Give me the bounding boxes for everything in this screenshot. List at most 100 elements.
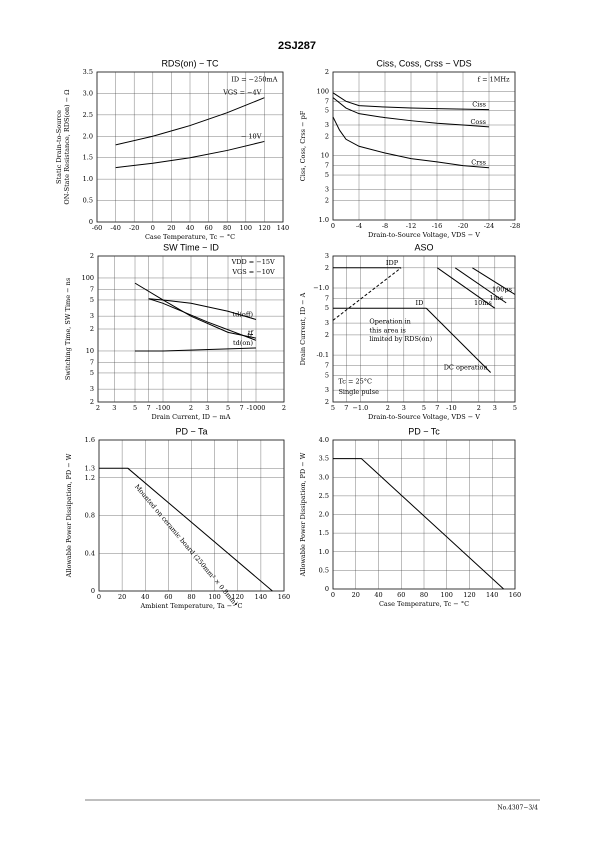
y-tick-label: 3.0 bbox=[319, 473, 329, 481]
x-tick-label: 7 bbox=[435, 404, 439, 412]
x-tick-label: 80 bbox=[223, 224, 231, 232]
x-tick-label: 3 bbox=[205, 404, 209, 412]
curve bbox=[425, 307, 492, 373]
y-tick-label: 0.8 bbox=[85, 512, 95, 520]
curve-label: td(on) bbox=[233, 339, 253, 347]
y-tick-label: 2 bbox=[325, 197, 329, 205]
y-axis-label: Ciss, Coss, Crss − pF bbox=[299, 110, 307, 181]
curve-label: 1ms bbox=[490, 294, 504, 302]
y-tick-label: 2 bbox=[90, 325, 94, 333]
y-tick-label: 1.6 bbox=[85, 436, 95, 444]
x-tick-label: 7 bbox=[240, 404, 244, 412]
y-tick-label: 2 bbox=[90, 398, 94, 406]
footer-text: No.4307−3/4 bbox=[497, 805, 538, 812]
x-tick-label: 5 bbox=[331, 404, 335, 412]
y-tick-label: 2 bbox=[325, 398, 329, 406]
annotation: Mounted on ceramic board (250mm² × 0.8mm… bbox=[133, 483, 240, 608]
chart-title: RDS(on) − TC bbox=[161, 58, 219, 68]
annotation: Single pulse bbox=[338, 388, 379, 396]
x-tick-label: 40 bbox=[141, 593, 149, 601]
y-tick-label: 1.5 bbox=[83, 154, 93, 162]
y-tick-label: 0 bbox=[89, 218, 93, 226]
x-tick-label: 100 bbox=[240, 224, 252, 232]
annotation: Operation in bbox=[369, 318, 410, 326]
x-tick-label: -8 bbox=[382, 222, 388, 230]
x-tick-label: 2 bbox=[189, 404, 193, 412]
x-tick-label: 120 bbox=[258, 224, 270, 232]
y-tick-label: -0.1 bbox=[316, 351, 329, 359]
chart-title: SW Time − ID bbox=[163, 242, 219, 252]
x-tick-label: 100 bbox=[208, 593, 220, 601]
x-tick-label: -100 bbox=[156, 404, 171, 412]
y-tick-label: 7 bbox=[90, 285, 94, 293]
x-tick-label: 3 bbox=[493, 404, 497, 412]
y-tick-label: 1.0 bbox=[319, 216, 329, 224]
x-tick-label: 0 bbox=[331, 222, 335, 230]
y-tick-label: 5 bbox=[90, 369, 94, 377]
x-tick-label: -40 bbox=[110, 224, 120, 232]
page-title: 2SJ287 bbox=[278, 40, 316, 52]
plot-frame bbox=[332, 71, 516, 221]
y-tick-label: 4.0 bbox=[319, 436, 329, 444]
y-tick-label: 3.0 bbox=[83, 89, 93, 97]
curve-label: td(off) bbox=[233, 310, 254, 318]
y-tick-label: 2 bbox=[325, 68, 329, 76]
y-axis-label: Static Drain-to-Source bbox=[55, 110, 63, 184]
y-tick-label: 2 bbox=[325, 331, 329, 339]
x-tick-label: 60 bbox=[204, 224, 212, 232]
x-tick-label: 40 bbox=[186, 224, 194, 232]
chart-title: PD − Ta bbox=[175, 426, 207, 436]
x-tick-label: 20 bbox=[167, 224, 175, 232]
curve bbox=[332, 97, 490, 128]
curve bbox=[472, 267, 516, 295]
x-tick-label: 5 bbox=[226, 404, 230, 412]
x-tick-label: 5 bbox=[513, 404, 517, 412]
y-tick-label: 3 bbox=[325, 185, 329, 193]
x-tick-label: 160 bbox=[509, 591, 521, 599]
curve-label: 100μs bbox=[492, 286, 512, 294]
y-tick-label: 1.0 bbox=[83, 175, 93, 183]
annotation: Tc = 25°C bbox=[338, 378, 372, 386]
y-axis-label: ON-State Resistance, RDS(on) − Ω bbox=[63, 89, 71, 204]
x-tick-label: 120 bbox=[232, 593, 244, 601]
x-tick-label: 140 bbox=[486, 591, 498, 599]
x-tick-label: 2 bbox=[477, 404, 481, 412]
annotation: VGS = −10V bbox=[231, 268, 275, 276]
y-tick-label: 2 bbox=[325, 132, 329, 140]
y-tick-label: 2.0 bbox=[319, 511, 329, 519]
y-tick-label: 7 bbox=[90, 358, 94, 366]
curve bbox=[332, 267, 402, 321]
y-tick-label: 5 bbox=[325, 371, 329, 379]
x-tick-label: 0 bbox=[97, 593, 101, 601]
y-tick-label: 0.5 bbox=[319, 566, 329, 574]
chart-title: Ciss, Coss, Crss − VDS bbox=[376, 58, 471, 68]
curve-label: Crss bbox=[471, 159, 486, 167]
x-tick-label: -10 bbox=[446, 404, 456, 412]
x-tick-label: 2 bbox=[282, 404, 286, 412]
x-tick-label: 100 bbox=[441, 591, 453, 599]
y-tick-label: 100 bbox=[317, 87, 329, 95]
x-tick-label: -4 bbox=[356, 222, 362, 230]
y-axis-label: Switching Time, SW Time − ns bbox=[64, 278, 72, 380]
x-tick-label: -60 bbox=[92, 224, 102, 232]
y-tick-label: 5 bbox=[325, 171, 329, 179]
y-axis-label: Allowable Power Dissipation, PD − W bbox=[299, 452, 307, 577]
curve bbox=[115, 97, 265, 146]
curve bbox=[332, 116, 490, 169]
x-tick-label: 20 bbox=[352, 591, 360, 599]
curve-label: ID bbox=[416, 299, 424, 307]
curve bbox=[333, 458, 504, 590]
x-tick-label: 60 bbox=[164, 593, 172, 601]
y-tick-label: −1.0 bbox=[313, 284, 329, 292]
x-tick-label: 5 bbox=[133, 404, 137, 412]
y-axis-label: Allowable Power Dissipation, PD − W bbox=[65, 453, 73, 578]
annotation: f = 1MHz bbox=[478, 75, 510, 83]
x-tick-label: 140 bbox=[255, 593, 267, 601]
y-tick-label: 3 bbox=[90, 385, 94, 393]
x-tick-label: -1000 bbox=[247, 404, 266, 412]
x-tick-label: -20 bbox=[129, 224, 139, 232]
x-tick-label: 80 bbox=[187, 593, 195, 601]
annotation: ID = −250mA bbox=[231, 76, 277, 84]
curve-label: VGS = −4V bbox=[222, 89, 261, 97]
curve-label: DC operation bbox=[444, 364, 488, 372]
